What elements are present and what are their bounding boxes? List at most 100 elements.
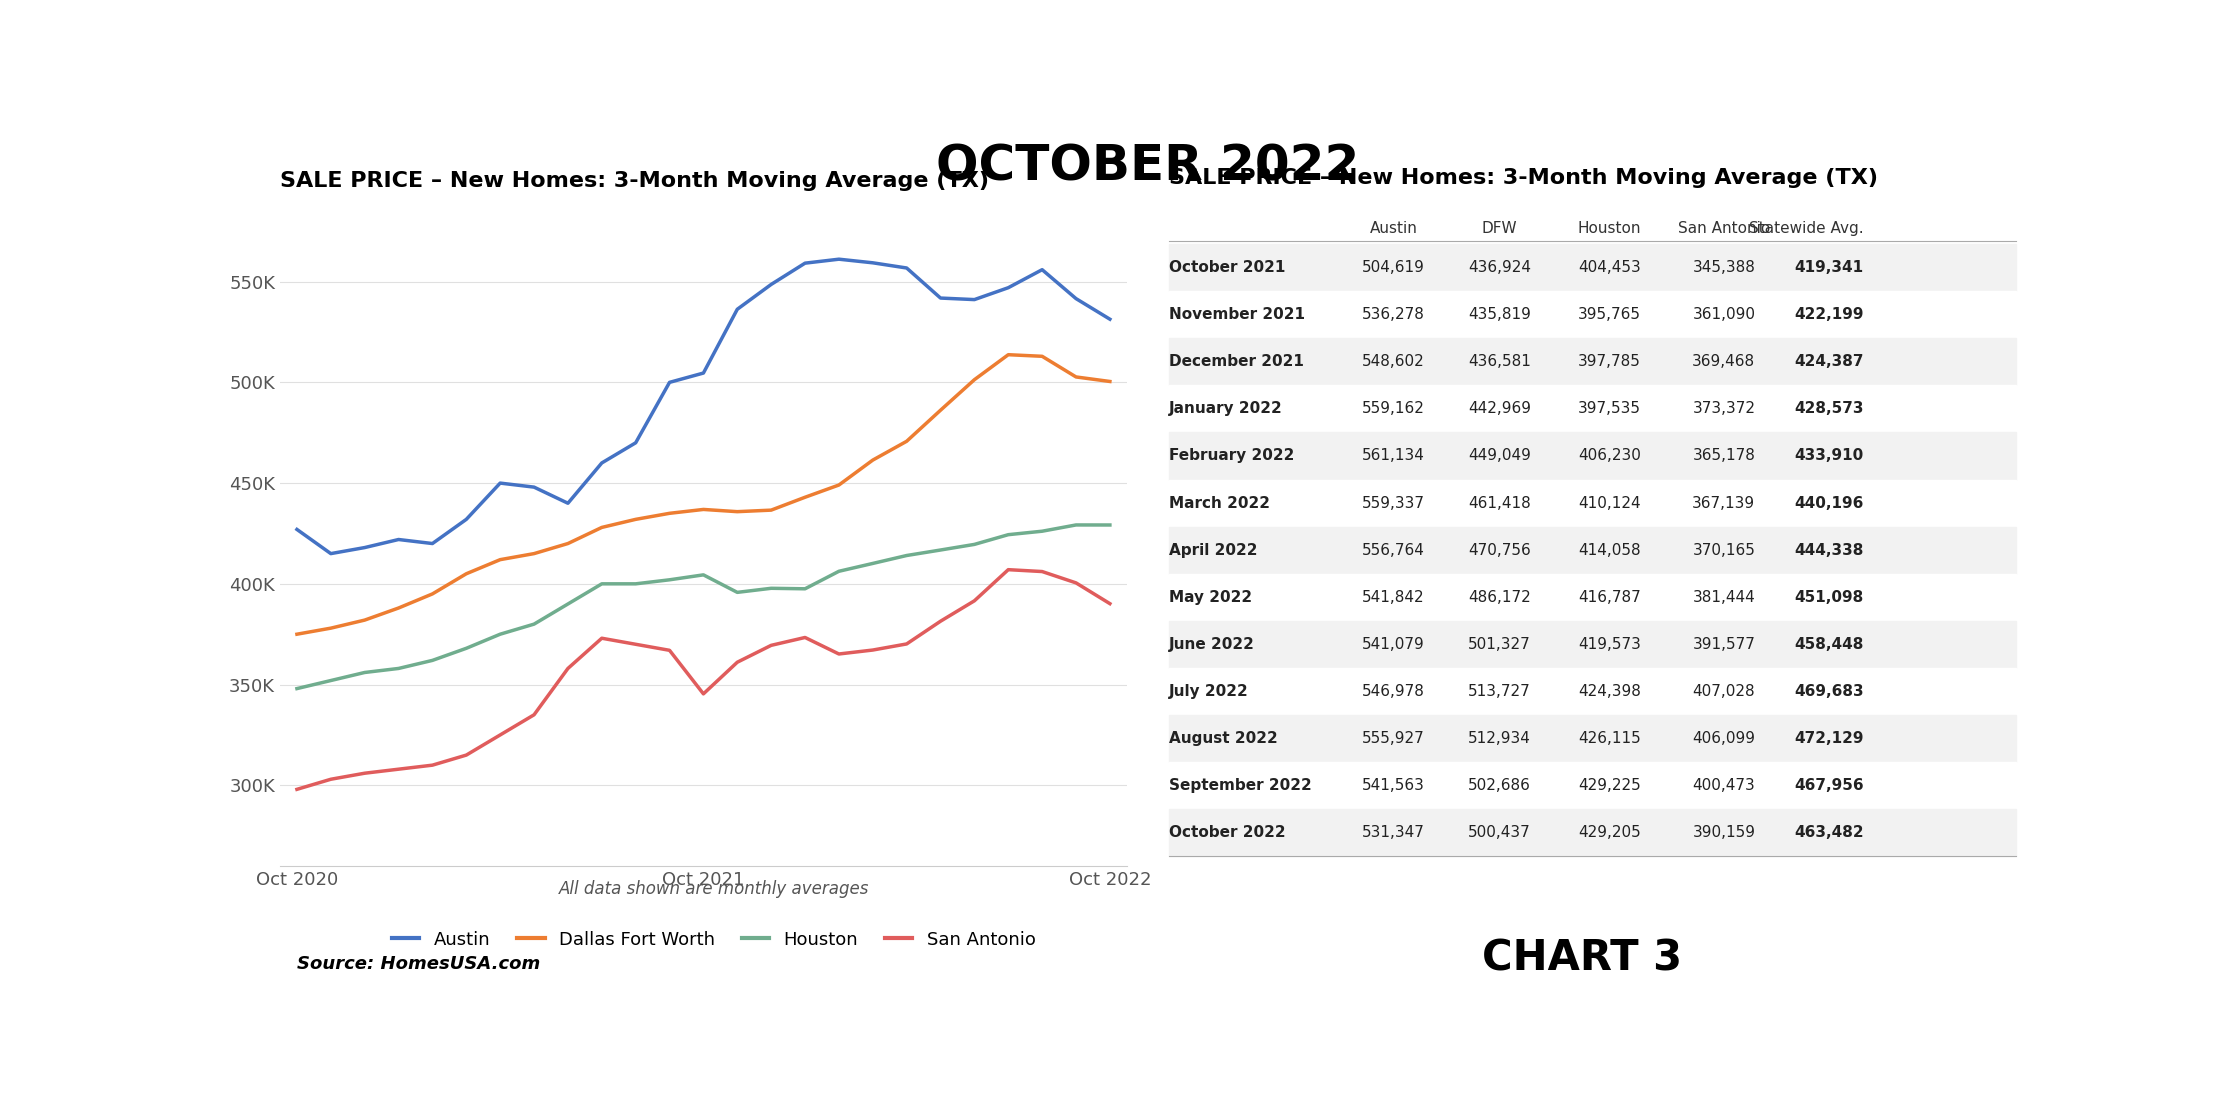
Text: August 2022: August 2022 — [1169, 731, 1279, 746]
Text: 391,577: 391,577 — [1693, 637, 1756, 652]
Text: 436,581: 436,581 — [1467, 354, 1530, 370]
Legend: Austin, Dallas Fort Worth, Houston, San Antonio: Austin, Dallas Fort Worth, Houston, San … — [385, 922, 1044, 956]
Text: 501,327: 501,327 — [1467, 637, 1530, 652]
Text: 433,910: 433,910 — [1794, 448, 1864, 464]
Text: 404,453: 404,453 — [1579, 260, 1642, 276]
Text: 406,230: 406,230 — [1579, 448, 1642, 464]
Text: June 2022: June 2022 — [1169, 637, 1254, 652]
Text: February 2022: February 2022 — [1169, 448, 1295, 464]
Text: December 2021: December 2021 — [1169, 354, 1304, 370]
Text: March 2022: March 2022 — [1169, 496, 1270, 510]
Text: 502,686: 502,686 — [1467, 778, 1530, 793]
Bar — [1169, 809, 2016, 856]
Bar — [1169, 621, 2016, 668]
Bar — [1169, 291, 2016, 339]
Text: 451,098: 451,098 — [1794, 590, 1864, 604]
Text: 429,205: 429,205 — [1579, 825, 1642, 840]
Text: 463,482: 463,482 — [1794, 825, 1864, 840]
Text: 390,159: 390,159 — [1693, 825, 1756, 840]
Text: 559,162: 559,162 — [1362, 402, 1425, 416]
Text: 531,347: 531,347 — [1362, 825, 1425, 840]
Text: 500,437: 500,437 — [1467, 825, 1530, 840]
Text: SALE PRICE – New Homes: 3-Month Moving Average (TX): SALE PRICE – New Homes: 3-Month Moving A… — [280, 172, 990, 192]
Text: 400,473: 400,473 — [1693, 778, 1756, 793]
Text: OCTOBER 2022: OCTOBER 2022 — [936, 143, 1360, 190]
Text: 426,115: 426,115 — [1579, 731, 1642, 746]
Text: 419,341: 419,341 — [1794, 260, 1864, 276]
Text: 548,602: 548,602 — [1362, 354, 1425, 370]
Text: 467,956: 467,956 — [1794, 778, 1864, 793]
Text: 422,199: 422,199 — [1794, 308, 1864, 322]
Text: SALE PRICE – New Homes: 3-Month Moving Average (TX): SALE PRICE – New Homes: 3-Month Moving A… — [1169, 168, 1877, 188]
Text: Houston: Houston — [1577, 221, 1642, 236]
Text: November 2021: November 2021 — [1169, 308, 1306, 322]
Text: 424,398: 424,398 — [1579, 684, 1642, 699]
Text: 486,172: 486,172 — [1467, 590, 1530, 604]
Text: September 2022: September 2022 — [1169, 778, 1313, 793]
Text: 504,619: 504,619 — [1362, 260, 1425, 276]
Text: 406,099: 406,099 — [1693, 731, 1756, 746]
Bar — [1169, 762, 2016, 809]
Text: 424,387: 424,387 — [1794, 354, 1864, 370]
Text: 369,468: 369,468 — [1691, 354, 1756, 370]
Text: 472,129: 472,129 — [1794, 731, 1864, 746]
Text: 449,049: 449,049 — [1467, 448, 1530, 464]
Bar — [1169, 668, 2016, 715]
Text: 397,535: 397,535 — [1577, 402, 1642, 416]
Text: April 2022: April 2022 — [1169, 542, 1257, 558]
Text: 436,924: 436,924 — [1467, 260, 1530, 276]
Text: 555,927: 555,927 — [1362, 731, 1425, 746]
Text: 440,196: 440,196 — [1794, 496, 1864, 510]
Text: 541,563: 541,563 — [1362, 778, 1425, 793]
Text: October 2021: October 2021 — [1169, 260, 1286, 276]
Text: Statewide Avg.: Statewide Avg. — [1749, 221, 1864, 236]
Text: Source: HomesUSA.com: Source: HomesUSA.com — [298, 955, 540, 973]
Text: 410,124: 410,124 — [1579, 496, 1642, 510]
Bar — [1169, 245, 2016, 291]
Text: 513,727: 513,727 — [1467, 684, 1530, 699]
Text: 407,028: 407,028 — [1693, 684, 1756, 699]
Text: 397,785: 397,785 — [1579, 354, 1642, 370]
Text: 444,338: 444,338 — [1794, 542, 1864, 558]
Text: Austin: Austin — [1369, 221, 1418, 236]
Text: CHART 3: CHART 3 — [1483, 938, 1682, 980]
Text: 416,787: 416,787 — [1579, 590, 1642, 604]
Bar — [1169, 715, 2016, 762]
Text: All data shown are monthly averages: All data shown are monthly averages — [558, 880, 869, 898]
Text: 345,388: 345,388 — [1693, 260, 1756, 276]
Text: 414,058: 414,058 — [1579, 542, 1642, 558]
Text: 541,842: 541,842 — [1362, 590, 1425, 604]
Text: 536,278: 536,278 — [1362, 308, 1425, 322]
Text: 381,444: 381,444 — [1693, 590, 1756, 604]
Text: 461,418: 461,418 — [1467, 496, 1530, 510]
Bar — [1169, 527, 2016, 573]
Text: July 2022: July 2022 — [1169, 684, 1250, 699]
Text: May 2022: May 2022 — [1169, 590, 1252, 604]
Text: 556,764: 556,764 — [1362, 542, 1425, 558]
Text: 546,978: 546,978 — [1362, 684, 1425, 699]
Text: January 2022: January 2022 — [1169, 402, 1284, 416]
Text: 370,165: 370,165 — [1693, 542, 1756, 558]
Text: 458,448: 458,448 — [1794, 637, 1864, 652]
Bar — [1169, 385, 2016, 433]
Text: 561,134: 561,134 — [1362, 448, 1425, 464]
Bar — [1169, 479, 2016, 527]
Text: 365,178: 365,178 — [1693, 448, 1756, 464]
Text: 395,765: 395,765 — [1577, 308, 1642, 322]
Text: 361,090: 361,090 — [1693, 308, 1756, 322]
Bar — [1169, 339, 2016, 385]
Text: 470,756: 470,756 — [1467, 542, 1530, 558]
Text: 442,969: 442,969 — [1467, 402, 1530, 416]
Text: 559,337: 559,337 — [1362, 496, 1425, 510]
Text: 373,372: 373,372 — [1693, 402, 1756, 416]
Text: 367,139: 367,139 — [1691, 496, 1756, 510]
Text: 541,079: 541,079 — [1362, 637, 1425, 652]
Text: 435,819: 435,819 — [1467, 308, 1530, 322]
Text: October 2022: October 2022 — [1169, 825, 1286, 840]
Text: 419,573: 419,573 — [1579, 637, 1642, 652]
Text: 512,934: 512,934 — [1467, 731, 1530, 746]
Bar — [1169, 573, 2016, 621]
Text: 429,225: 429,225 — [1579, 778, 1642, 793]
Text: 469,683: 469,683 — [1794, 684, 1864, 699]
Text: San Antonio: San Antonio — [1678, 221, 1770, 236]
